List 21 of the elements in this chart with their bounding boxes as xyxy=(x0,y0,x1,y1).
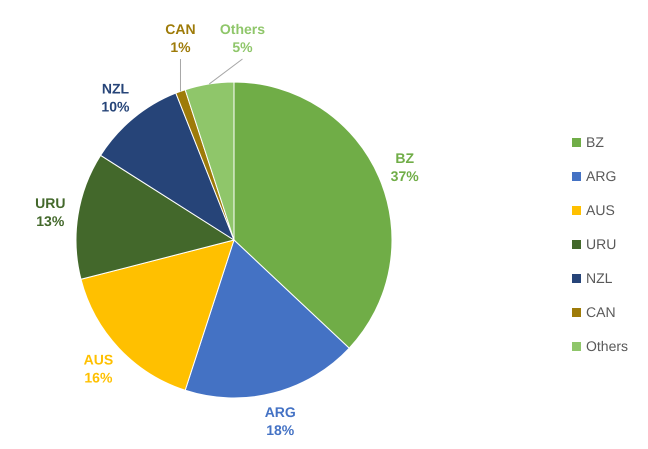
legend-label: AUS xyxy=(586,202,615,218)
legend-label: CAN xyxy=(586,304,616,320)
data-label: 1% xyxy=(170,39,192,55)
slice-label: AUS xyxy=(84,351,114,368)
data-label: 37% xyxy=(390,168,420,184)
data-label: 18% xyxy=(266,422,295,438)
legend-label: ARG xyxy=(586,168,616,184)
legend-label: NZL xyxy=(586,270,613,286)
legend-label: Others xyxy=(586,338,628,354)
slice-label: URU xyxy=(35,194,66,211)
data-label: 10% xyxy=(101,98,130,115)
legend-label: BZ xyxy=(586,134,604,150)
slice-label: BZ xyxy=(395,150,414,166)
slice-label: CAN xyxy=(165,21,196,37)
data-label: 16% xyxy=(84,369,113,386)
data-label: 13% xyxy=(36,212,65,229)
slice-label: ARG xyxy=(264,404,296,420)
data-label: 5% xyxy=(232,39,254,55)
legend-label: URU xyxy=(586,236,616,252)
slice-label: NZL xyxy=(102,80,130,97)
slice-label: Others xyxy=(220,21,266,37)
